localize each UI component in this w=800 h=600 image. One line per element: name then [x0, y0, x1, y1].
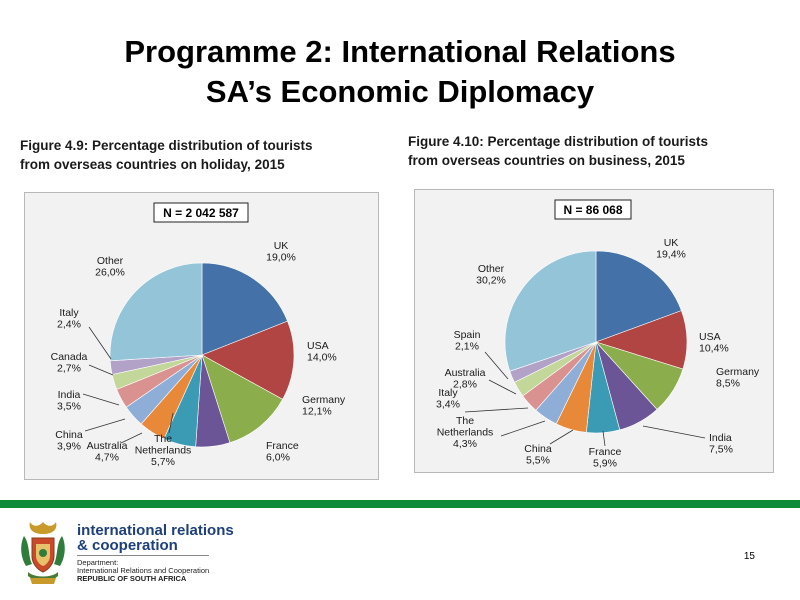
holiday-pie-chart: N = 2 042 587 UK 19,0% USA 14,0% Germany 12,1%…: [24, 192, 379, 480]
holiday-label-usa: USA 14,0%: [307, 340, 337, 364]
holiday-label-canada: Canada 2,7%: [51, 351, 88, 375]
holiday-n-box: [153, 202, 249, 223]
holiday-label-india: India 3,5%: [57, 389, 81, 413]
business-label-italy: Italy 3,4%: [436, 387, 460, 411]
holiday-label-france: France 6,0%: [266, 440, 299, 464]
country-name: REPUBLIC OF SOUTH AFRICA: [77, 574, 187, 583]
holiday-label-germany: Germany 12,1%: [302, 394, 346, 418]
business-label-other: Other 30,2%: [476, 263, 506, 287]
holiday-leader-italy: [88, 326, 112, 360]
holiday-leader-china: [84, 418, 126, 432]
business-pie-chart: N = 86 068 UK 19,4% USA 10,4% Germany 8,5% Indi…: [414, 189, 774, 473]
business-pie-svg: N = 86 068 UK 19,4% USA 10,4% Germany 8,5% Indi…: [436, 199, 760, 470]
business-leader-france: [602, 430, 606, 447]
slide-title-line1: Programme 2: International Relations: [124, 34, 676, 69]
footer-accent-bar: [0, 500, 800, 508]
holiday-n-label: N = 2 042 587: [163, 206, 239, 220]
figure-4-9-caption: Figure 4.9: Percentage distribution of t…: [20, 136, 313, 174]
holiday-label-australia: Australia 4,7%: [87, 440, 128, 464]
holiday-slice-usa: [201, 320, 295, 400]
business-leader-the-netherlands: [500, 420, 546, 437]
business-label-the-netherlands: The Netherlands 4,3%: [437, 415, 494, 450]
business-slice-other: [504, 250, 597, 372]
business-label-uk: UK 19,4%: [656, 237, 686, 261]
holiday-label-other: Other 26,0%: [95, 255, 125, 279]
figure-4-10-caption-line2: from overseas countries on business, 201…: [408, 153, 685, 168]
business-label-germany: Germany 8,5%: [716, 366, 760, 390]
business-slice-uk: [595, 250, 682, 343]
business-n-box: [554, 199, 632, 220]
figure-4-10-caption-line1: Figure 4.10: Percentage distribution of …: [408, 134, 709, 149]
business-leader-italy: [464, 407, 529, 413]
holiday-label-italy: Italy 2,4%: [57, 307, 81, 331]
holiday-label-china: China 3,9%: [55, 429, 83, 453]
slide-title: Programme 2: International Relations SA’…: [0, 32, 800, 112]
brand-line1: international relations: [77, 522, 234, 539]
holiday-leader-australia: [120, 432, 143, 444]
brand-line2: & cooperation: [77, 537, 178, 554]
coat-of-arms-icon: [21, 522, 65, 584]
figure-4-9-caption-line2: from overseas countries on holiday, 2015: [20, 157, 285, 172]
business-leader-spain: [484, 351, 509, 380]
slide-title-line2: SA’s Economic Diplomacy: [205, 74, 595, 109]
holiday-label-the-netherlands: The Netherlands 5,7%: [135, 433, 192, 468]
holiday-pie-svg: N = 2 042 587 UK 19,0% USA 14,0% Germany 12,1%…: [51, 202, 346, 468]
figure-4-10-caption: Figure 4.10: Percentage distribution of …: [408, 132, 708, 170]
business-leader-india: [642, 425, 706, 439]
holiday-slice-germany: [201, 354, 284, 444]
business-label-australia: Australia 2,8%: [445, 367, 486, 391]
business-label-china: China 5,5%: [524, 443, 552, 467]
business-label-usa: USA 10,4%: [699, 331, 729, 355]
figure-4-9-caption-line1: Figure 4.9: Percentage distribution of t…: [20, 138, 313, 153]
holiday-slice-uk: [201, 262, 288, 356]
department-label: Department:: [77, 558, 119, 567]
brand-divider: [77, 555, 209, 556]
holiday-leader-canada: [88, 364, 114, 376]
business-label-france: France 5,9%: [589, 446, 622, 470]
business-label-spain: Spain 2,1%: [454, 329, 481, 353]
department-name: International Relations and Cooperation: [77, 566, 210, 575]
business-label-india: India 7,5%: [709, 432, 733, 456]
holiday-label-uk: UK 19,0%: [266, 240, 296, 264]
holiday-leader-india: [82, 393, 120, 406]
business-leader-china: [549, 429, 574, 445]
page-number: 15: [743, 551, 755, 562]
business-n-label: N = 86 068: [563, 203, 622, 217]
holiday-slice-other: [109, 262, 203, 362]
business-leader-australia: [488, 379, 517, 395]
holiday-leader-the-netherlands: [168, 412, 174, 434]
